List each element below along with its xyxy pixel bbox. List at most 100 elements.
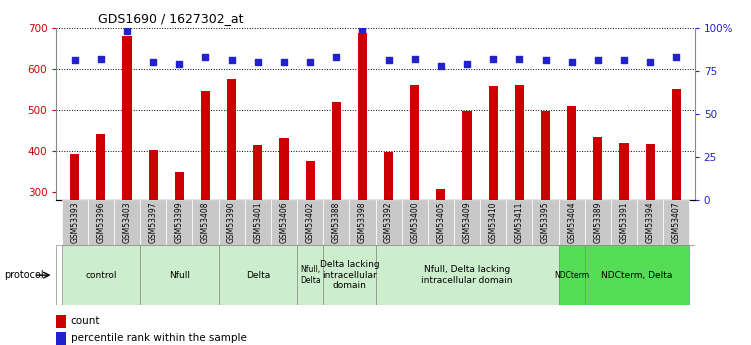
- Text: GSM53396: GSM53396: [96, 201, 105, 243]
- Bar: [332, 101, 341, 200]
- Bar: [489, 86, 498, 200]
- Text: GSM53394: GSM53394: [646, 201, 655, 243]
- Text: protocol: protocol: [4, 270, 44, 280]
- Text: NDCterm, Delta: NDCterm, Delta: [602, 270, 673, 280]
- Bar: [219, 245, 297, 305]
- Text: GSM53401: GSM53401: [253, 201, 262, 243]
- Point: [566, 59, 578, 65]
- Bar: [175, 172, 184, 200]
- Point: [225, 58, 237, 63]
- Point: [121, 28, 133, 34]
- Bar: [227, 79, 236, 200]
- Text: GSM53407: GSM53407: [672, 201, 681, 243]
- Text: GSM53402: GSM53402: [306, 201, 315, 243]
- Bar: [567, 106, 576, 200]
- Text: GSM53392: GSM53392: [384, 201, 393, 243]
- Text: NDCterm: NDCterm: [554, 270, 590, 280]
- Bar: [454, 200, 480, 245]
- Text: GSM53408: GSM53408: [201, 201, 210, 243]
- Text: GSM53398: GSM53398: [358, 201, 367, 243]
- Bar: [593, 137, 602, 200]
- Point: [252, 59, 264, 65]
- Text: GSM53410: GSM53410: [489, 201, 498, 243]
- Point: [200, 54, 212, 60]
- Point: [435, 63, 447, 68]
- Bar: [323, 200, 349, 245]
- Bar: [357, 33, 367, 200]
- Text: GDS1690 / 1627302_at: GDS1690 / 1627302_at: [98, 12, 243, 25]
- Point: [644, 59, 656, 65]
- Point: [461, 61, 473, 67]
- Text: GSM53404: GSM53404: [567, 201, 576, 243]
- Bar: [646, 144, 655, 200]
- Text: GSM53393: GSM53393: [70, 201, 79, 243]
- Text: GSM53411: GSM53411: [515, 201, 524, 243]
- Bar: [219, 200, 245, 245]
- Bar: [271, 200, 297, 245]
- Bar: [88, 200, 114, 245]
- Text: Nfull: Nfull: [169, 270, 190, 280]
- Bar: [585, 245, 689, 305]
- Text: GSM53397: GSM53397: [149, 201, 158, 243]
- Bar: [253, 146, 262, 200]
- Bar: [56, 332, 66, 345]
- Point: [487, 56, 499, 61]
- Text: GSM53390: GSM53390: [227, 201, 236, 243]
- Bar: [96, 135, 105, 200]
- Bar: [611, 200, 637, 245]
- Bar: [323, 245, 376, 305]
- Bar: [192, 200, 219, 245]
- Bar: [637, 200, 663, 245]
- Bar: [297, 245, 323, 305]
- Text: Delta lacking
intracellular
domain: Delta lacking intracellular domain: [319, 260, 379, 290]
- Bar: [70, 154, 79, 200]
- Text: GSM53399: GSM53399: [175, 201, 184, 243]
- Bar: [384, 152, 394, 200]
- Bar: [402, 200, 428, 245]
- Bar: [349, 200, 376, 245]
- Text: Nfull,
Delta: Nfull, Delta: [300, 265, 321, 285]
- Point: [409, 56, 421, 61]
- Bar: [62, 200, 88, 245]
- Bar: [559, 245, 585, 305]
- Bar: [559, 200, 585, 245]
- Point: [382, 58, 394, 63]
- Bar: [306, 161, 315, 200]
- Text: control: control: [85, 270, 116, 280]
- Point: [592, 58, 604, 63]
- Bar: [297, 200, 323, 245]
- Text: Nfull, Delta lacking
intracellular domain: Nfull, Delta lacking intracellular domai…: [421, 265, 513, 285]
- Text: GSM53391: GSM53391: [620, 201, 629, 243]
- Bar: [376, 200, 402, 245]
- Text: GSM53395: GSM53395: [541, 201, 550, 243]
- Bar: [140, 245, 219, 305]
- Point: [173, 61, 185, 67]
- Bar: [541, 111, 550, 200]
- Text: GSM53389: GSM53389: [593, 201, 602, 243]
- Point: [618, 58, 630, 63]
- Point: [514, 56, 526, 61]
- Bar: [436, 189, 445, 200]
- Bar: [480, 200, 506, 245]
- Bar: [376, 245, 559, 305]
- Bar: [122, 36, 131, 200]
- Bar: [620, 144, 629, 200]
- Bar: [672, 89, 681, 200]
- Bar: [201, 91, 210, 200]
- Bar: [585, 200, 611, 245]
- Text: GSM53406: GSM53406: [279, 201, 288, 243]
- Bar: [149, 150, 158, 200]
- Point: [68, 58, 80, 63]
- Bar: [140, 200, 166, 245]
- Text: GSM53409: GSM53409: [463, 201, 472, 243]
- Bar: [166, 200, 192, 245]
- Text: GSM53405: GSM53405: [436, 201, 445, 243]
- Point: [357, 27, 369, 32]
- Point: [539, 58, 551, 63]
- Bar: [62, 245, 140, 305]
- Bar: [463, 111, 472, 200]
- Bar: [663, 200, 689, 245]
- Text: count: count: [71, 316, 100, 326]
- Text: percentile rank within the sample: percentile rank within the sample: [71, 334, 246, 343]
- Bar: [515, 85, 524, 200]
